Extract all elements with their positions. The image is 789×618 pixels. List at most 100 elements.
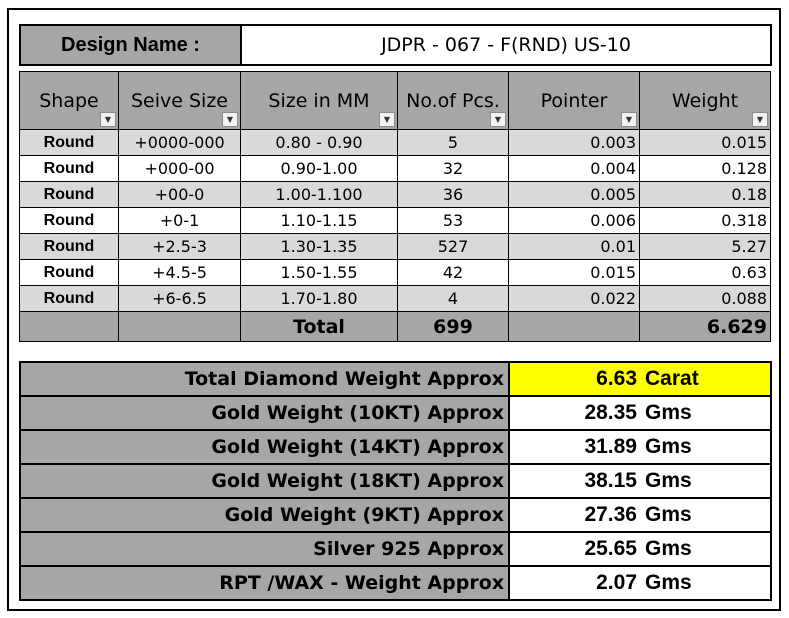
summary-number: 27.36 bbox=[584, 503, 637, 526]
header-shape[interactable]: Shape ▼ bbox=[19, 71, 119, 130]
summary-table: Total Diamond Weight Approx 6.63 Carat Gold… bbox=[19, 361, 772, 601]
summary-label[interactable]: RPT /WAX - Weight Approx bbox=[19, 565, 510, 601]
total-label[interactable]: Total bbox=[240, 311, 398, 342]
cell-weight[interactable]: 0.63 bbox=[639, 259, 771, 286]
summary-value[interactable]: 31.89 Gms bbox=[508, 429, 772, 465]
cell-pointer[interactable]: 0.004 bbox=[508, 155, 640, 182]
cell-pointer[interactable]: 0.006 bbox=[508, 207, 640, 234]
summary-value[interactable]: 38.15 Gms bbox=[508, 463, 772, 499]
cell-shape[interactable]: Round bbox=[19, 207, 119, 234]
cell-size-mm[interactable]: 1.30-1.35 bbox=[240, 233, 398, 260]
cell-shape[interactable]: Round bbox=[19, 181, 119, 208]
header-row: Shape ▼ Seive Size ▼ Size in MM ▼ No.of Pcs… bbox=[19, 71, 771, 130]
cell-seive-size[interactable]: +4.5-5 bbox=[118, 259, 241, 286]
summary-unit: Carat bbox=[645, 367, 699, 390]
cell-shape[interactable]: Round bbox=[19, 259, 119, 286]
cell-size-mm[interactable]: 0.90-1.00 bbox=[240, 155, 398, 182]
chevron-down-icon[interactable]: ▼ bbox=[621, 112, 637, 127]
header-pointer[interactable]: Pointer ▼ bbox=[508, 71, 640, 130]
cell-weight[interactable]: 0.088 bbox=[639, 285, 771, 312]
cell-size-mm[interactable]: 0.80 - 0.90 bbox=[240, 129, 398, 156]
total-weight[interactable]: 6.629 bbox=[639, 311, 771, 342]
summary-value[interactable]: 2.07 Gms bbox=[508, 565, 772, 601]
filter-icon[interactable]: ▼ bbox=[490, 112, 506, 127]
summary-label[interactable]: Gold Weight (18KT) Approx bbox=[19, 463, 510, 499]
summary-row: Gold Weight (18KT) Approx 38.15 Gms bbox=[19, 463, 772, 499]
cell-pointer[interactable]: 0.01 bbox=[508, 233, 640, 260]
summary-unit: Gms bbox=[645, 401, 692, 424]
cell-size-mm[interactable]: 1.00-1.100 bbox=[240, 181, 398, 208]
cell-weight[interactable]: 5.27 bbox=[639, 233, 771, 260]
cell-weight[interactable]: 0.128 bbox=[639, 155, 771, 182]
summary-unit: Gms bbox=[645, 435, 692, 458]
total-blank[interactable] bbox=[508, 311, 640, 342]
cell-pcs[interactable]: 527 bbox=[397, 233, 509, 260]
summary-row: Silver 925 Approx 25.65 Gms bbox=[19, 531, 772, 567]
stone-table: Shape ▼ Seive Size ▼ Size in MM ▼ No.of Pcs… bbox=[19, 71, 771, 342]
cell-seive-size[interactable]: +0-1 bbox=[118, 207, 241, 234]
chevron-down-icon[interactable]: ▼ bbox=[752, 112, 768, 127]
cell-pcs[interactable]: 53 bbox=[397, 207, 509, 234]
total-blank[interactable] bbox=[19, 311, 119, 342]
cell-shape[interactable]: Round bbox=[19, 129, 119, 156]
design-name-value[interactable]: JDPR - 067 - F(RND) US-10 bbox=[240, 24, 772, 66]
header-size-mm[interactable]: Size in MM ▼ bbox=[240, 71, 398, 130]
cell-pcs[interactable]: 4 bbox=[397, 285, 509, 312]
cell-shape[interactable]: Round bbox=[19, 233, 119, 260]
design-name-label[interactable]: Design Name : bbox=[19, 24, 242, 66]
summary-row: RPT /WAX - Weight Approx 2.07 Gms bbox=[19, 565, 772, 601]
cell-pcs[interactable]: 36 bbox=[397, 181, 509, 208]
table-row: Round +6-6.5 1.70-1.80 4 0.022 0.088 bbox=[19, 285, 771, 312]
summary-unit: Gms bbox=[645, 503, 692, 526]
cell-seive-size[interactable]: +2.5-3 bbox=[118, 233, 241, 260]
summary-number: 31.89 bbox=[584, 435, 637, 458]
summary-number: 2.07 bbox=[596, 571, 637, 594]
cell-pointer[interactable]: 0.015 bbox=[508, 259, 640, 286]
chevron-down-icon[interactable]: ▼ bbox=[379, 112, 395, 127]
cell-pointer[interactable]: 0.005 bbox=[508, 181, 640, 208]
summary-label[interactable]: Gold Weight (14KT) Approx bbox=[19, 429, 510, 465]
cell-size-mm[interactable]: 1.10-1.15 bbox=[240, 207, 398, 234]
cell-weight[interactable]: 0.318 bbox=[639, 207, 771, 234]
cell-pointer[interactable]: 0.003 bbox=[508, 129, 640, 156]
chevron-down-icon[interactable]: ▼ bbox=[222, 112, 238, 127]
table-row: Round +2.5-3 1.30-1.35 527 0.01 5.27 bbox=[19, 233, 771, 260]
cell-shape[interactable]: Round bbox=[19, 285, 119, 312]
header-pcs[interactable]: No.of Pcs. ▼ bbox=[397, 71, 509, 130]
cell-size-mm[interactable]: 1.70-1.80 bbox=[240, 285, 398, 312]
cell-pcs[interactable]: 42 bbox=[397, 259, 509, 286]
table-row: Round +00-0 1.00-1.100 36 0.005 0.18 bbox=[19, 181, 771, 208]
summary-number: 28.35 bbox=[584, 401, 637, 424]
summary-label[interactable]: Gold Weight (10KT) Approx bbox=[19, 395, 510, 431]
summary-number: 6.63 bbox=[596, 367, 637, 390]
cell-seive-size[interactable]: +0000-000 bbox=[118, 129, 241, 156]
total-pcs[interactable]: 699 bbox=[397, 311, 509, 342]
cell-size-mm[interactable]: 1.50-1.55 bbox=[240, 259, 398, 286]
cell-shape[interactable]: Round bbox=[19, 155, 119, 182]
summary-row: Total Diamond Weight Approx 6.63 Carat bbox=[19, 361, 772, 397]
cell-weight[interactable]: 0.18 bbox=[639, 181, 771, 208]
summary-value[interactable]: 28.35 Gms bbox=[508, 395, 772, 431]
cell-pcs[interactable]: 5 bbox=[397, 129, 509, 156]
summary-row: Gold Weight (10KT) Approx 28.35 Gms bbox=[19, 395, 772, 431]
cell-weight[interactable]: 0.015 bbox=[639, 129, 771, 156]
header-weight[interactable]: Weight ▼ bbox=[639, 71, 771, 130]
chevron-down-icon[interactable]: ▼ bbox=[100, 112, 116, 127]
cell-pointer[interactable]: 0.022 bbox=[508, 285, 640, 312]
summary-value[interactable]: 6.63 Carat bbox=[508, 361, 772, 397]
summary-row: Gold Weight (9KT) Approx 27.36 Gms bbox=[19, 497, 772, 533]
summary-label[interactable]: Gold Weight (9KT) Approx bbox=[19, 497, 510, 533]
summary-value[interactable]: 27.36 Gms bbox=[508, 497, 772, 533]
table-row: Round +000-00 0.90-1.00 32 0.004 0.128 bbox=[19, 155, 771, 182]
cell-pcs[interactable]: 32 bbox=[397, 155, 509, 182]
cell-seive-size[interactable]: +6-6.5 bbox=[118, 285, 241, 312]
summary-label[interactable]: Silver 925 Approx bbox=[19, 531, 510, 567]
cell-seive-size[interactable]: +000-00 bbox=[118, 155, 241, 182]
header-seive-size[interactable]: Seive Size ▼ bbox=[118, 71, 241, 130]
table-row: Round +0000-000 0.80 - 0.90 5 0.003 0.015 bbox=[19, 129, 771, 156]
summary-row: Gold Weight (14KT) Approx 31.89 Gms bbox=[19, 429, 772, 465]
cell-seive-size[interactable]: +00-0 bbox=[118, 181, 241, 208]
total-blank[interactable] bbox=[118, 311, 241, 342]
summary-value[interactable]: 25.65 Gms bbox=[508, 531, 772, 567]
summary-label[interactable]: Total Diamond Weight Approx bbox=[19, 361, 510, 397]
